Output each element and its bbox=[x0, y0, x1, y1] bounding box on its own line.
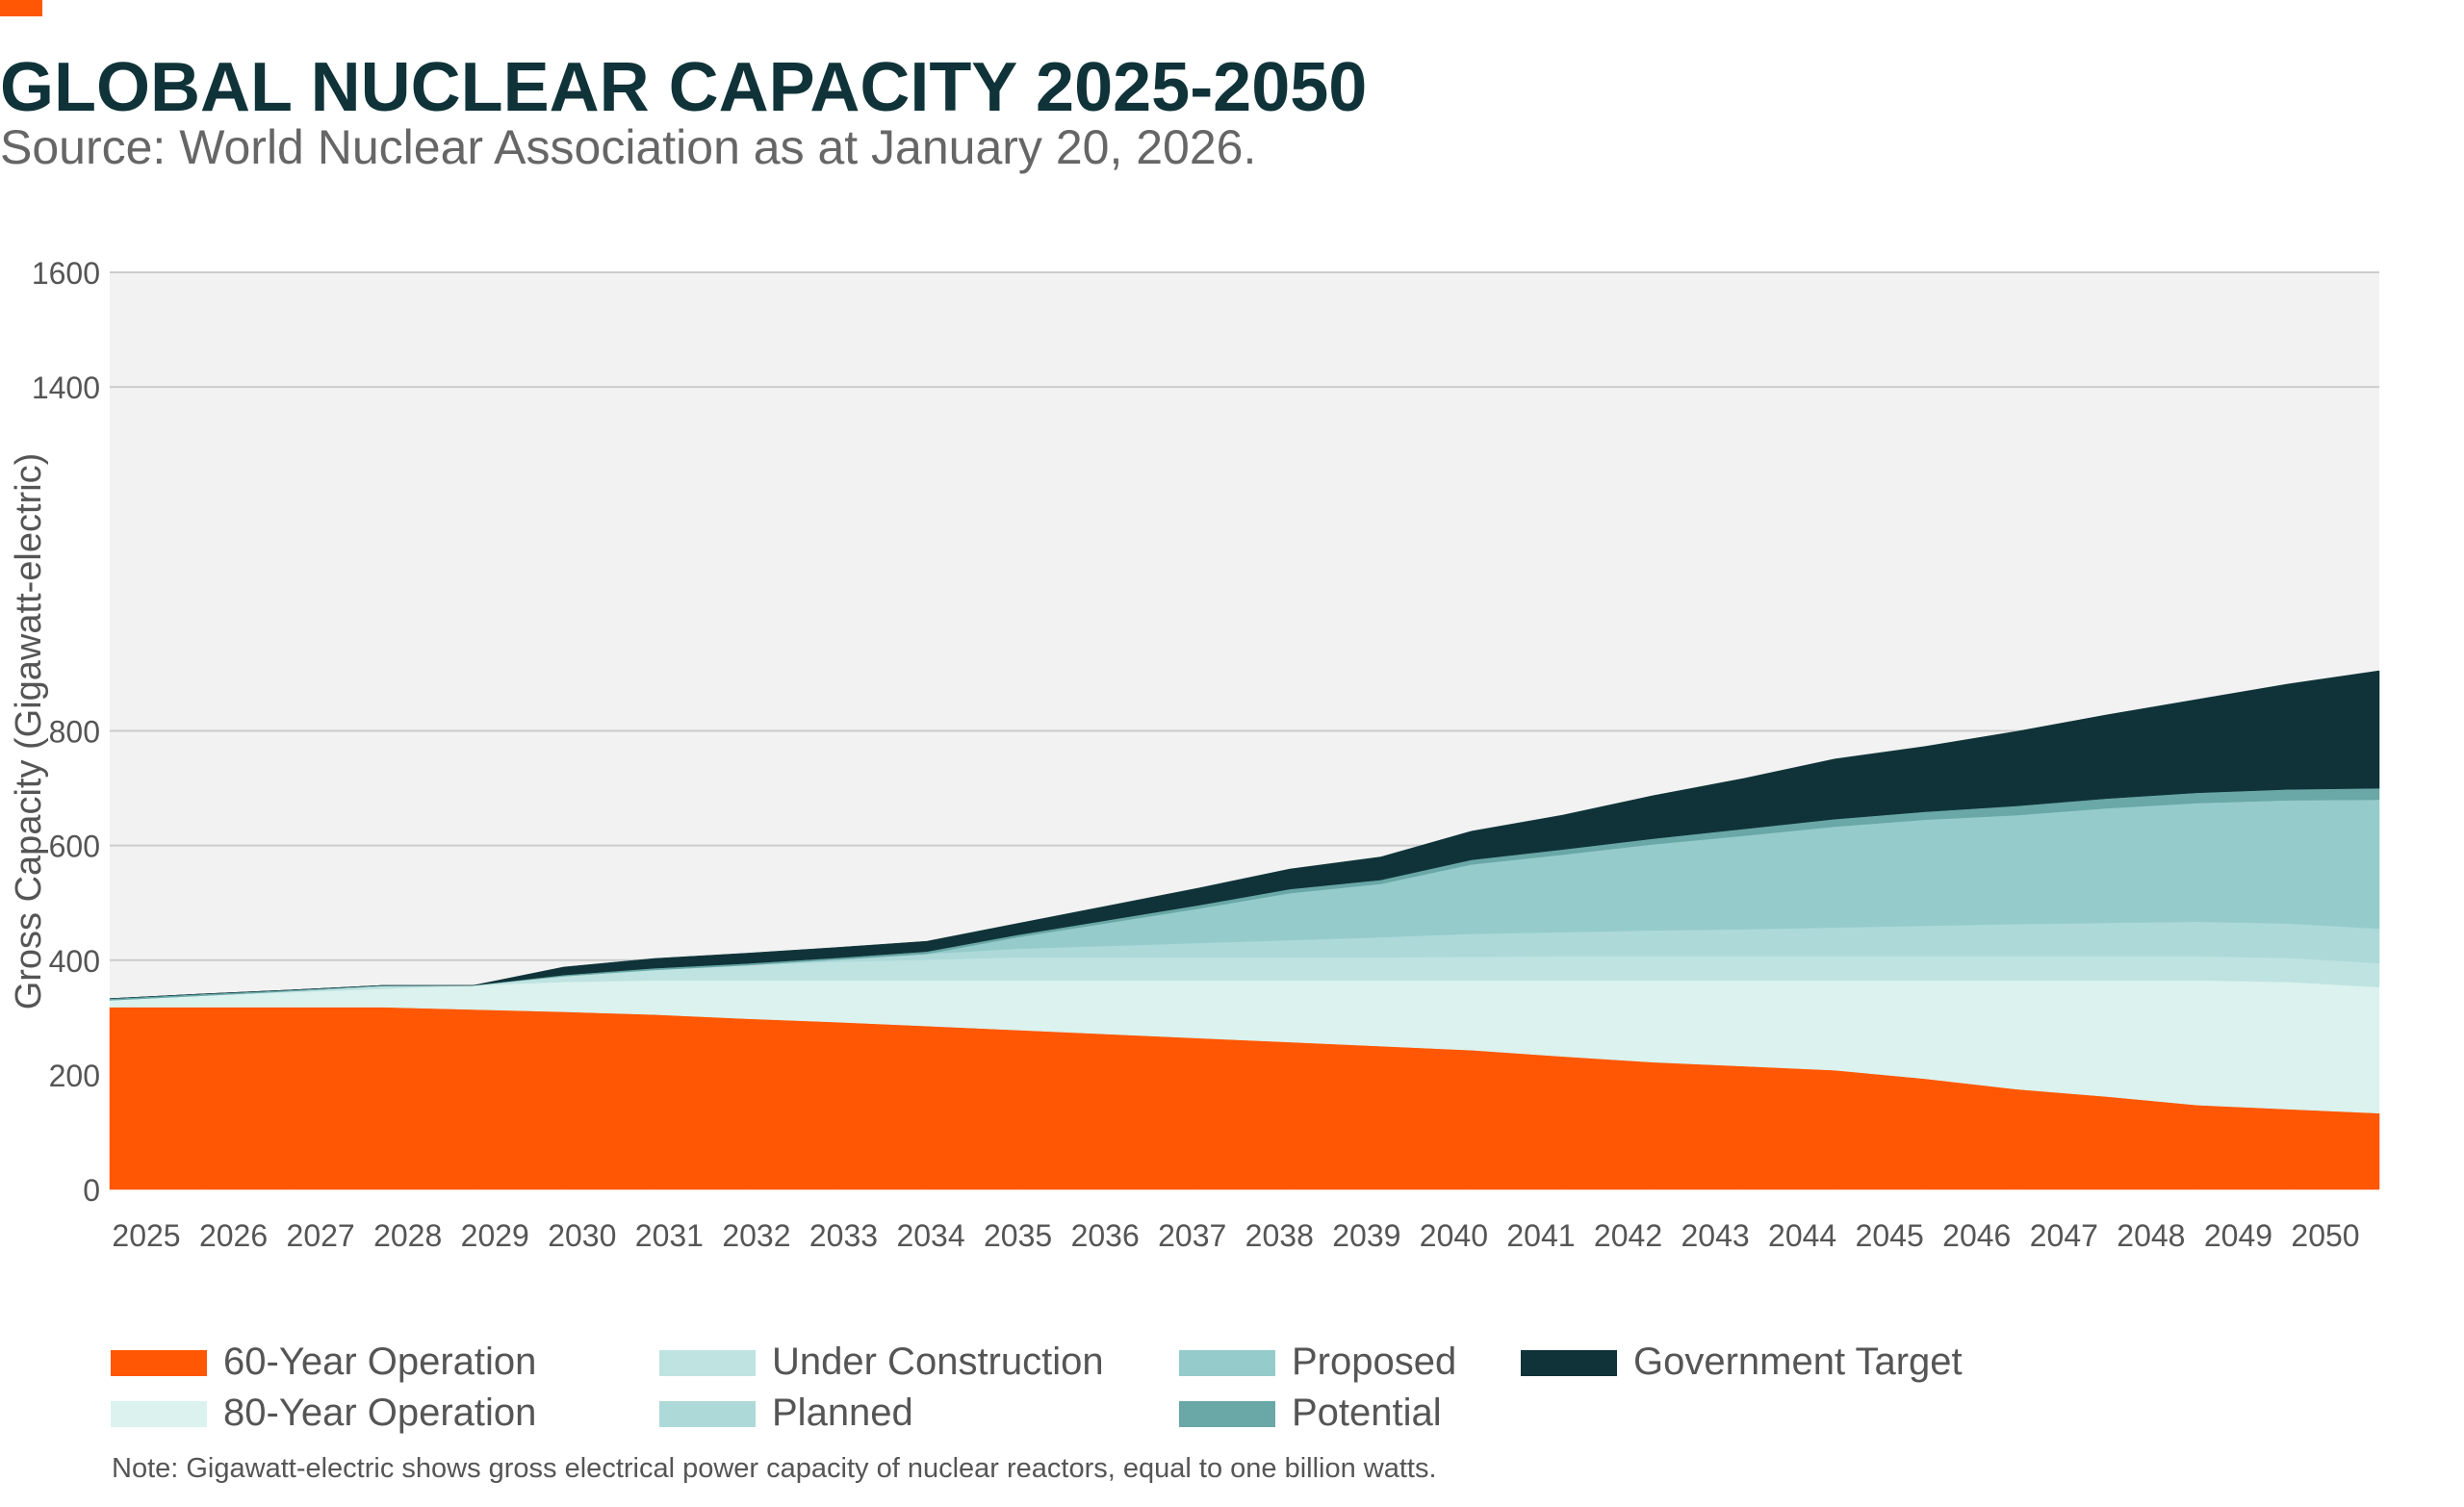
legend-label: Planned bbox=[772, 1392, 913, 1434]
legend-label: Government Target bbox=[1633, 1341, 1963, 1383]
x-tick-label: 2042 bbox=[1594, 1218, 1662, 1253]
x-tick-label: 2028 bbox=[373, 1218, 442, 1253]
y-tick-label: 800 bbox=[49, 715, 100, 750]
y-tick-label: 0 bbox=[83, 1173, 100, 1208]
x-tick-label: 2034 bbox=[896, 1218, 964, 1253]
legend-swatch bbox=[111, 1401, 207, 1427]
x-tick-label: 2041 bbox=[1506, 1218, 1575, 1253]
x-tick-label: 2032 bbox=[722, 1218, 790, 1253]
x-axis-ticks: 2025 2026 2027 2028 2029 2030 2031 2032 2033 2034… bbox=[112, 1218, 2359, 1253]
x-tick-label: 2050 bbox=[2291, 1218, 2359, 1253]
x-tick-label: 2040 bbox=[1420, 1218, 1488, 1253]
x-tick-label: 2043 bbox=[1681, 1218, 1749, 1253]
y-tick-label: 400 bbox=[49, 944, 100, 979]
legend-label: 60-Year Operation bbox=[223, 1341, 537, 1383]
legend-label: Proposed bbox=[1292, 1341, 1457, 1383]
x-tick-label: 2031 bbox=[635, 1218, 704, 1253]
y-axis-ticks: 0 200 400 600 800 1400 1600 bbox=[32, 256, 100, 1208]
legend-label: Potential bbox=[1292, 1392, 1442, 1434]
y-tick-label: 200 bbox=[49, 1059, 100, 1093]
chart-subtitle: Source: World Nuclear Association as at … bbox=[0, 120, 1257, 174]
x-tick-label: 2037 bbox=[1158, 1218, 1226, 1253]
legend-swatch bbox=[659, 1401, 756, 1427]
x-tick-label: 2047 bbox=[2030, 1218, 2098, 1253]
x-tick-label: 2039 bbox=[1332, 1218, 1400, 1253]
area-series bbox=[109, 670, 2380, 1190]
legend-swatch bbox=[1179, 1350, 1275, 1376]
x-tick-label: 2035 bbox=[984, 1218, 1052, 1253]
y-axis-label: Gross Capacity (Gigawatt-electric) bbox=[9, 453, 49, 1010]
x-tick-label: 2044 bbox=[1768, 1218, 1836, 1253]
area-government-target bbox=[109, 670, 2380, 999]
x-tick-label: 2048 bbox=[2117, 1218, 2185, 1253]
y-tick-label: 1400 bbox=[32, 370, 100, 405]
x-tick-label: 2025 bbox=[112, 1218, 180, 1253]
y-tick-label: 600 bbox=[49, 830, 100, 864]
legend-label: Under Construction bbox=[772, 1341, 1104, 1383]
x-tick-label: 2029 bbox=[461, 1218, 529, 1253]
y-tick-label: 1600 bbox=[32, 256, 100, 291]
legend-swatch bbox=[1521, 1350, 1617, 1376]
legend-swatch bbox=[111, 1350, 207, 1376]
x-tick-label: 2046 bbox=[1942, 1218, 2011, 1253]
legend-swatch bbox=[659, 1350, 756, 1376]
legend-swatch bbox=[1179, 1401, 1275, 1427]
x-tick-label: 2027 bbox=[287, 1218, 355, 1253]
x-tick-label: 2045 bbox=[1856, 1218, 1924, 1253]
x-tick-label: 2026 bbox=[199, 1218, 268, 1253]
x-tick-label: 2030 bbox=[548, 1218, 616, 1253]
legend-label: 80-Year Operation bbox=[223, 1392, 537, 1434]
x-tick-label: 2033 bbox=[809, 1218, 878, 1253]
x-tick-label: 2036 bbox=[1071, 1218, 1140, 1253]
footnote: Note: Gigawatt-electric shows gross elec… bbox=[112, 1453, 1437, 1484]
chart-title: GLOBAL NUCLEAR CAPACITY 2025-2050 bbox=[0, 49, 1368, 126]
x-tick-label: 2049 bbox=[2204, 1218, 2272, 1253]
accent-bar bbox=[0, 0, 42, 16]
x-tick-label: 2038 bbox=[1245, 1218, 1314, 1253]
